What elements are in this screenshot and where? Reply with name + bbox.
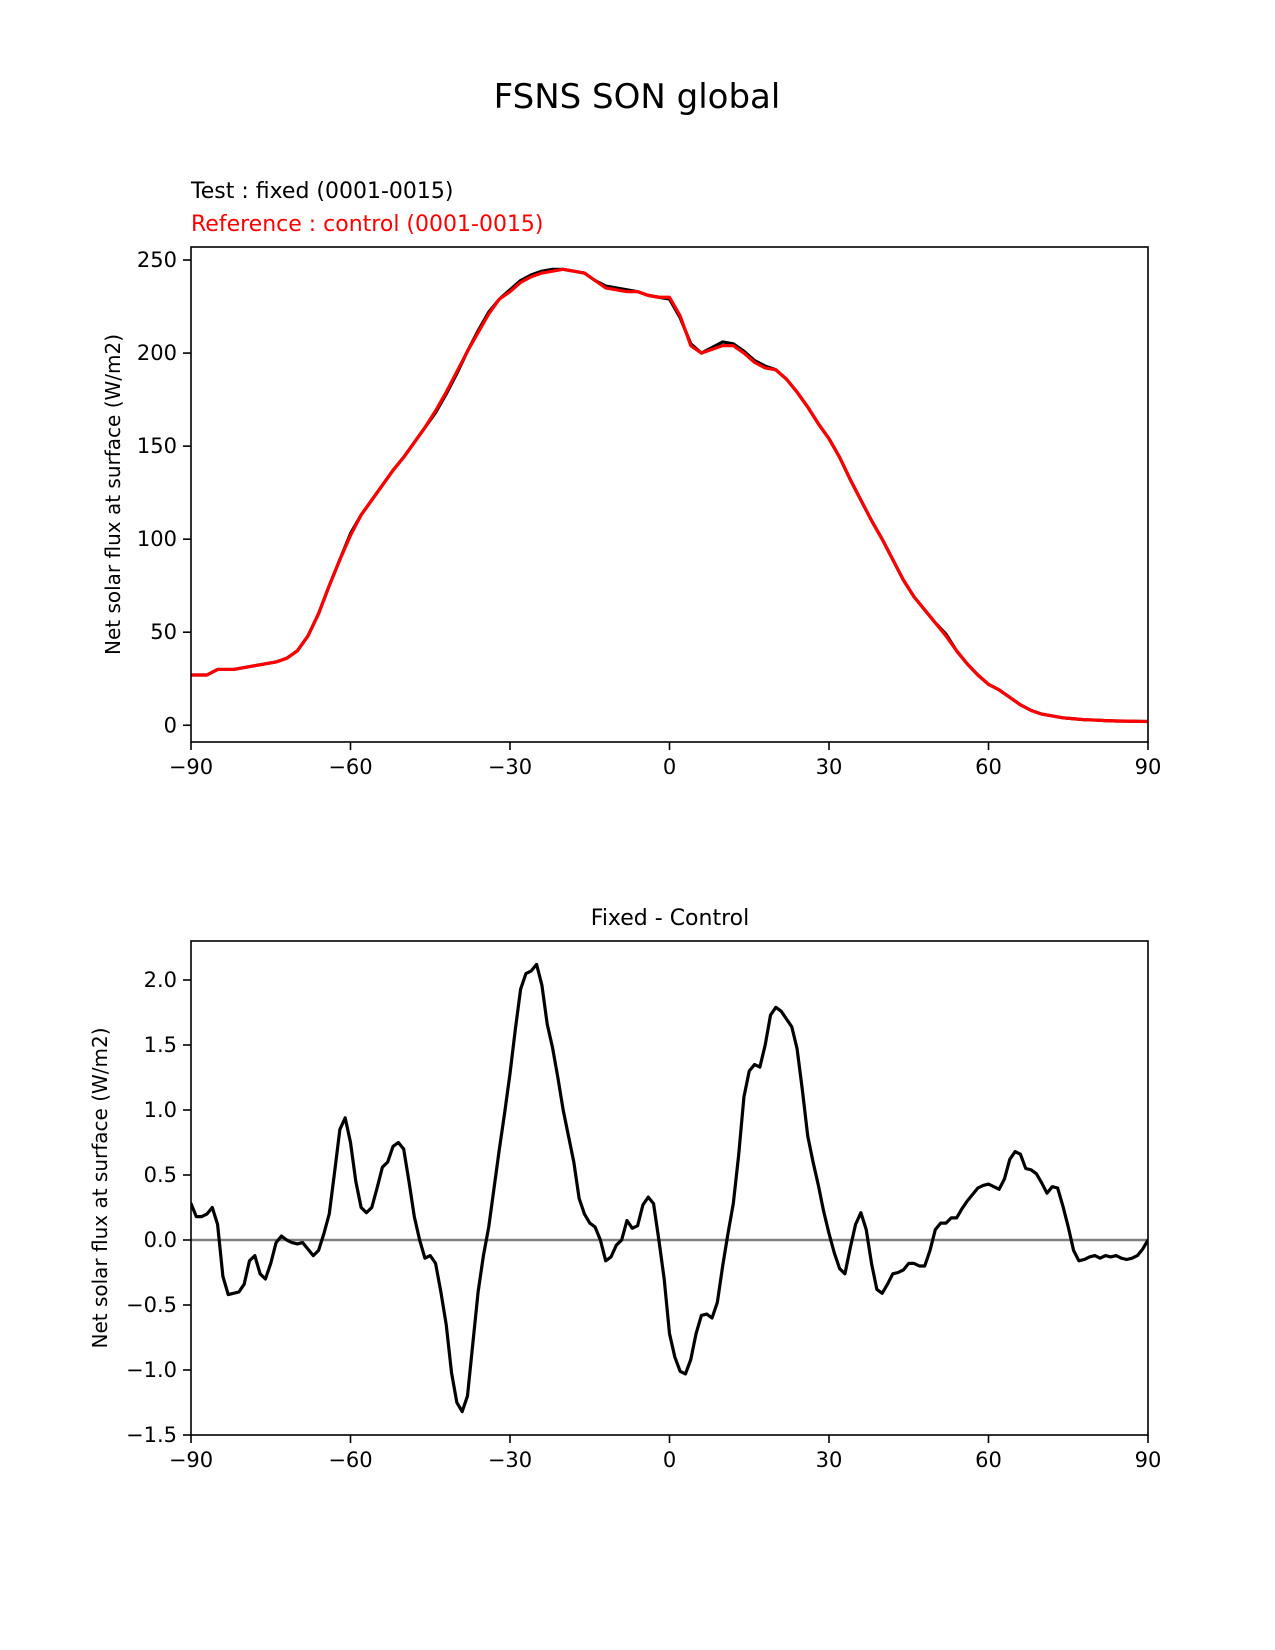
x-tick-label: 90 <box>1135 1448 1162 1472</box>
plot-frame <box>190 940 1149 1436</box>
test-series-line <box>191 267 1148 724</box>
x-tick-label: −60 <box>328 755 372 779</box>
y-tick-label: 1.5 <box>144 1033 177 1057</box>
y-axis-label: Net solar flux at surface (W/m2) <box>88 1027 112 1348</box>
x-tick-label: 30 <box>816 755 843 779</box>
y-tick-label: −1.5 <box>126 1423 177 1447</box>
y-tick-label: 150 <box>137 434 177 458</box>
y-tick-label: 250 <box>137 248 177 272</box>
reference-annotation: Reference : control (0001-0015) <box>191 212 544 237</box>
bottom-title: Fixed - Control <box>591 906 749 931</box>
y-tick-label: 0.5 <box>144 1163 177 1187</box>
difference-series-line <box>191 962 1148 1414</box>
x-tick-label: 60 <box>975 1448 1002 1472</box>
x-tick-label: 0 <box>663 1448 676 1472</box>
figure-title: FSNS SON global <box>494 77 781 117</box>
bottom-plot: −90 −60 −30 0 30 60 90 −1.5 −1.0 −0.5 0.0 0.5 1.0 1.5… <box>88 940 1162 1472</box>
bottom-panel: Fixed - Control −90 −60 −30 0 30 60 90 −1.5 −1.0… <box>88 906 1161 1472</box>
y-tick-label: 1.0 <box>144 1098 177 1122</box>
y-tick-label: 0.0 <box>144 1228 177 1252</box>
y-tick-label: 0 <box>164 713 177 737</box>
x-tick-label: 0 <box>663 755 676 779</box>
x-tick-label: −60 <box>328 1448 372 1472</box>
y-tick-label: −1.0 <box>126 1358 177 1382</box>
reference-series-line <box>191 267 1148 724</box>
top-panel: Test : fixed (0001-0015) Reference : con… <box>101 179 1161 779</box>
x-tick-label: −30 <box>488 1448 532 1472</box>
plot-frame <box>190 246 1149 743</box>
x-tick-label: −90 <box>169 1448 213 1472</box>
y-tick-label: 50 <box>150 620 177 644</box>
top-plot: −90 −60 −30 0 30 60 90 0 50 100 150 200 250 Net solar… <box>101 246 1162 779</box>
y-tick-label: 100 <box>137 527 177 551</box>
y-axis-label: Net solar flux at surface (W/m2) <box>101 334 125 655</box>
test-annotation: Test : fixed (0001-0015) <box>190 179 454 204</box>
x-tick-label: 60 <box>975 755 1002 779</box>
x-tick-label: 90 <box>1135 755 1162 779</box>
y-tick-label: 2.0 <box>144 968 177 992</box>
x-tick-label: −90 <box>169 755 213 779</box>
y-tick-label: 200 <box>137 341 177 365</box>
x-tick-label: 30 <box>816 1448 843 1472</box>
x-tick-label: −30 <box>488 755 532 779</box>
y-tick-label: −0.5 <box>126 1293 177 1317</box>
